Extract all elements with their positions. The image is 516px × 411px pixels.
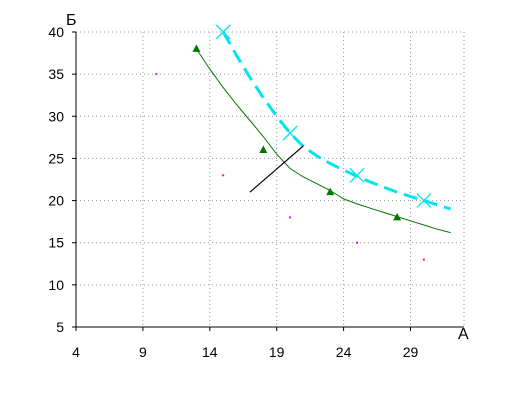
series-3-point xyxy=(355,241,358,244)
annotations xyxy=(249,145,304,193)
y-tick-label: 25 xyxy=(48,150,64,166)
x-tick-label: 24 xyxy=(336,344,352,360)
y-tick-label: 20 xyxy=(48,193,64,209)
series-2-point xyxy=(416,193,432,209)
series-1-curve xyxy=(195,48,451,234)
series-3-point xyxy=(155,73,158,76)
y-tick-label: 5 xyxy=(56,319,64,335)
series-markers xyxy=(155,24,432,261)
series-1-point xyxy=(393,212,402,221)
x-tick-label: 14 xyxy=(202,344,218,360)
series-2-point xyxy=(282,125,298,141)
series-3-point xyxy=(222,174,225,177)
y-tick-label: 30 xyxy=(48,108,64,124)
series-1-point xyxy=(326,187,335,196)
annotation-segment xyxy=(249,145,304,193)
y-tick-label: 35 xyxy=(48,66,64,82)
series-2-curve xyxy=(221,31,452,211)
x-axis-title: А xyxy=(458,326,469,343)
axes xyxy=(75,32,464,328)
grid xyxy=(76,31,465,327)
y-axis-title: Б xyxy=(66,12,77,29)
series-curves xyxy=(195,31,452,234)
series-3-point xyxy=(422,258,425,261)
series-1-point xyxy=(259,145,268,153)
y-tick-label: 15 xyxy=(48,235,64,251)
tick-labels: 4 9 14 19 24 29 5 10 15 20 25 30 35 40 xyxy=(48,24,418,360)
y-tick-label: 40 xyxy=(48,24,64,40)
series-3-point xyxy=(289,216,292,219)
y-tick-label: 10 xyxy=(48,277,64,293)
x-tick-label: 4 xyxy=(72,344,80,360)
series-2-point xyxy=(349,167,365,183)
series-2-point xyxy=(215,24,231,40)
series-1-point xyxy=(192,44,201,52)
x-tick-label: 9 xyxy=(139,344,147,360)
x-tick-label: 19 xyxy=(269,344,285,360)
x-tick-label: 29 xyxy=(403,344,419,360)
